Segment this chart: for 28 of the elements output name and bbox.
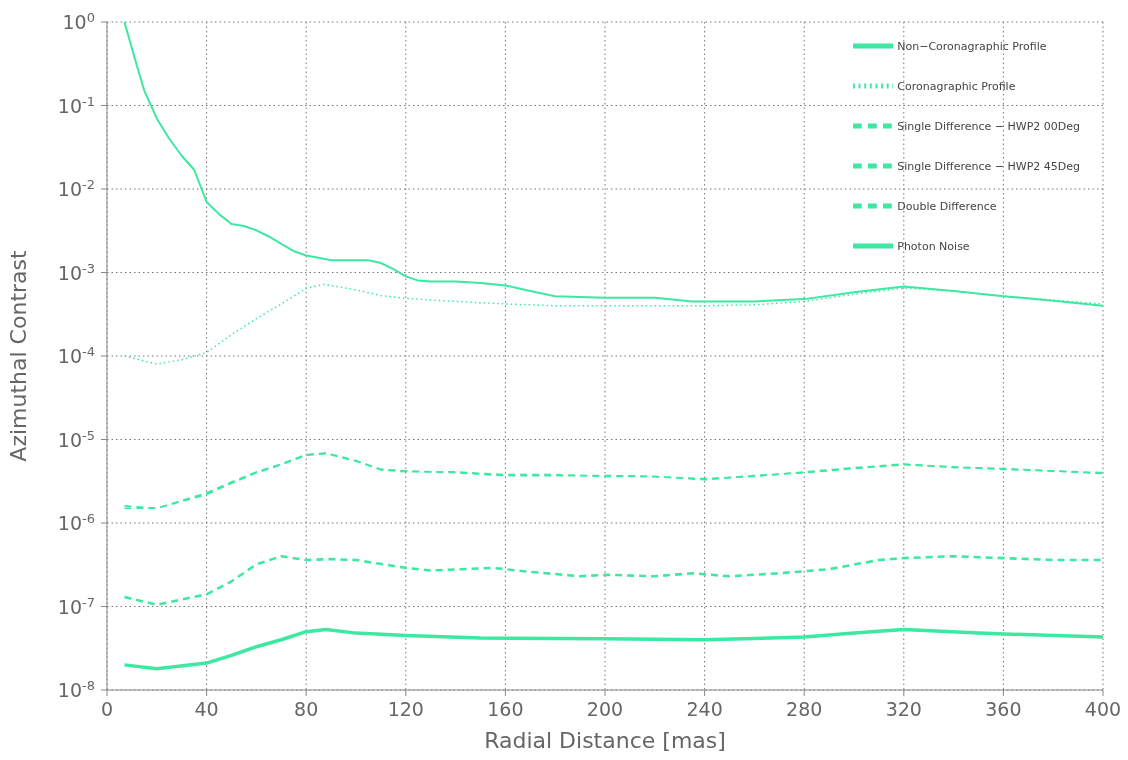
x-tick-label: 80 xyxy=(294,698,319,720)
y-tick-label: 10$^{-7}$ xyxy=(57,594,95,618)
x-tick-label: 0 xyxy=(100,698,114,720)
x-tick-label: 120 xyxy=(387,698,424,720)
legend-label: Photon Noise xyxy=(897,239,970,253)
legend-label: Non−Coronagraphic Profile xyxy=(897,39,1047,53)
y-tick-label: 10$^{-6}$ xyxy=(57,510,95,534)
x-tick-label: 200 xyxy=(586,698,624,720)
x-tick-label: 360 xyxy=(985,698,1022,720)
legend-label: Coronagraphic Profile xyxy=(897,79,1016,93)
y-tick-label: 10$^{-8}$ xyxy=(57,677,95,701)
legend-label: Single Difference − HWP2 00Deg xyxy=(897,119,1080,133)
x-tick-label: 320 xyxy=(885,698,922,720)
x-tick-label: 400 xyxy=(1084,698,1122,720)
x-tick-label: 40 xyxy=(194,698,219,720)
legend-label: Double Difference xyxy=(897,199,997,213)
y-tick-label: 10$^{-2}$ xyxy=(57,176,95,200)
y-tick-label: 10$^{0}$ xyxy=(62,9,95,33)
legend-label: Single Difference − HWP2 45Deg xyxy=(897,159,1080,173)
x-tick-label: 240 xyxy=(686,698,723,720)
x-tick-label: 280 xyxy=(786,698,823,720)
y-tick-label: 10$^{-1}$ xyxy=(57,93,95,117)
y-axis-title: Azimuthal Contrast xyxy=(5,250,31,462)
x-axis-title: Radial Distance [mas] xyxy=(484,728,726,753)
y-tick-label: 10$^{-5}$ xyxy=(57,427,95,451)
y-tick-label: 10$^{-4}$ xyxy=(57,343,95,367)
y-tick-label: 10$^{-3}$ xyxy=(57,260,95,284)
x-tick-label: 160 xyxy=(487,698,524,720)
